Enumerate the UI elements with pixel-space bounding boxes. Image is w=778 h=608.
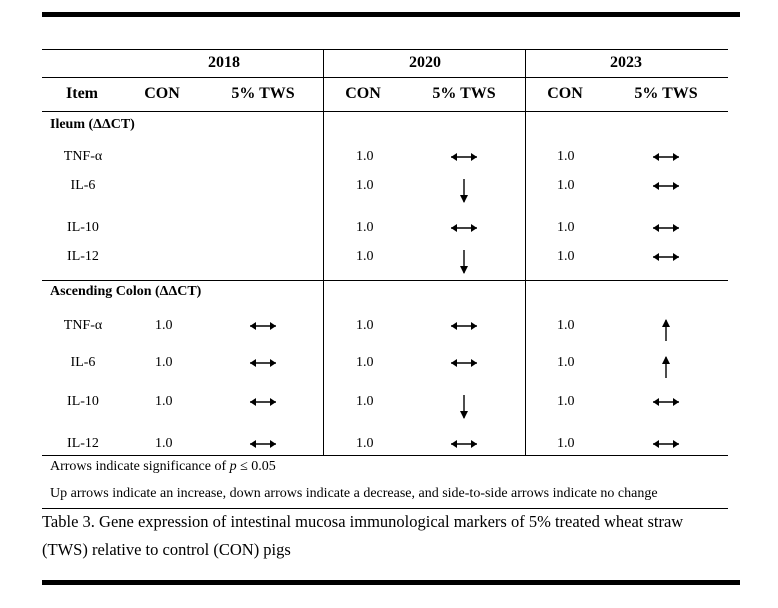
con-value-2020: 1.0 bbox=[356, 318, 374, 333]
row-item-label: IL-10 bbox=[67, 394, 99, 409]
notes-bottom-rule bbox=[42, 508, 728, 509]
tws-no-change-arrow-icon bbox=[451, 153, 477, 161]
con-value-2023: 1.0 bbox=[557, 220, 575, 235]
table-caption-line-1: Table 3. Gene expression of intestinal m… bbox=[42, 512, 684, 531]
table-caption-line-2: (TWS) relative to control (CON) pigs bbox=[42, 540, 291, 559]
con-value-2018: 1.0 bbox=[155, 318, 173, 333]
con-value-2023: 1.0 bbox=[557, 394, 575, 409]
tws-no-change-arrow-icon bbox=[451, 322, 477, 330]
year-divider-2018-2020 bbox=[323, 49, 324, 455]
column-header-tws-2020: 5% TWS bbox=[432, 85, 496, 102]
top-thick-rule bbox=[42, 12, 740, 17]
tws-decrease-arrow-icon bbox=[460, 179, 468, 203]
column-header-con-2020: CON bbox=[345, 85, 381, 102]
section-divider-rule bbox=[42, 280, 728, 281]
tws-no-change-arrow-icon bbox=[653, 182, 679, 190]
bottom-thick-rule bbox=[42, 580, 740, 585]
con-value-2018: 1.0 bbox=[155, 355, 173, 370]
row-item-label: TNF-α bbox=[63, 149, 103, 164]
table-top-rule bbox=[42, 49, 728, 50]
con-value-2020: 1.0 bbox=[356, 149, 374, 164]
con-value-2023: 1.0 bbox=[557, 249, 575, 264]
con-value-2020: 1.0 bbox=[356, 178, 374, 193]
row-item-label: IL-12 bbox=[67, 436, 99, 451]
row-item-label: IL-6 bbox=[70, 355, 96, 370]
con-value-2020: 1.0 bbox=[356, 394, 374, 409]
con-value-2020: 1.0 bbox=[356, 220, 374, 235]
section-title-ileum: Ileum (ΔΔCT) bbox=[50, 117, 135, 132]
arrow-legend-note: Up arrows indicate an increase, down arr… bbox=[50, 486, 658, 501]
tws-no-change-arrow-icon bbox=[451, 359, 477, 367]
row-item-label: IL-12 bbox=[67, 249, 99, 264]
tws-no-change-arrow-icon bbox=[653, 440, 679, 448]
column-header-item: Item bbox=[66, 85, 98, 102]
year-header-2023: 2023 bbox=[610, 54, 642, 71]
tws-no-change-arrow-icon bbox=[451, 440, 477, 448]
significance-note-prefix: Arrows indicate significance of bbox=[50, 459, 230, 474]
con-value-2018: 1.0 bbox=[155, 394, 173, 409]
con-value-2020: 1.0 bbox=[356, 436, 374, 451]
con-value-2020: 1.0 bbox=[356, 355, 374, 370]
column-header-tws-2023: 5% TWS bbox=[634, 85, 698, 102]
row-item-label: TNF-α bbox=[63, 318, 103, 333]
tws-no-change-arrow-icon bbox=[250, 398, 276, 406]
year-header-2020: 2020 bbox=[409, 54, 441, 71]
con-value-2023: 1.0 bbox=[557, 355, 575, 370]
table-body-bottom-rule bbox=[42, 455, 728, 456]
tws-no-change-arrow-icon bbox=[653, 398, 679, 406]
tws-no-change-arrow-icon bbox=[250, 440, 276, 448]
tws-no-change-arrow-icon bbox=[451, 224, 477, 232]
column-header-tws-2018: 5% TWS bbox=[231, 85, 295, 102]
tws-no-change-arrow-icon bbox=[653, 153, 679, 161]
con-value-2018: 1.0 bbox=[155, 436, 173, 451]
section-title-ascending-colon: Ascending Colon (ΔΔCT) bbox=[50, 284, 202, 299]
con-value-2023: 1.0 bbox=[557, 436, 575, 451]
significance-note-variable: p bbox=[229, 459, 237, 474]
tws-increase-arrow-icon bbox=[662, 356, 670, 378]
row-item-label: IL-10 bbox=[67, 220, 99, 235]
tws-increase-arrow-icon bbox=[662, 319, 670, 341]
tws-no-change-arrow-icon bbox=[653, 253, 679, 261]
column-header-con-2023: CON bbox=[547, 85, 583, 102]
column-header-con-2018: CON bbox=[144, 85, 180, 102]
tws-no-change-arrow-icon bbox=[250, 322, 276, 330]
significance-note: Arrows indicate significance of p ≤ 0.05 bbox=[50, 460, 276, 474]
header-divider-rule bbox=[42, 77, 728, 78]
year-divider-2020-2023 bbox=[525, 49, 526, 455]
year-header-2018: 2018 bbox=[208, 54, 240, 71]
tws-no-change-arrow-icon bbox=[250, 359, 276, 367]
tws-no-change-arrow-icon bbox=[653, 224, 679, 232]
con-value-2023: 1.0 bbox=[557, 178, 575, 193]
row-item-label: IL-6 bbox=[70, 178, 96, 193]
con-value-2020: 1.0 bbox=[356, 249, 374, 264]
con-value-2023: 1.0 bbox=[557, 318, 575, 333]
significance-note-suffix: ≤ 0.05 bbox=[236, 459, 276, 474]
con-value-2023: 1.0 bbox=[557, 149, 575, 164]
header-bottom-rule bbox=[42, 111, 728, 112]
tws-decrease-arrow-icon bbox=[460, 395, 468, 419]
tws-decrease-arrow-icon bbox=[460, 250, 468, 274]
